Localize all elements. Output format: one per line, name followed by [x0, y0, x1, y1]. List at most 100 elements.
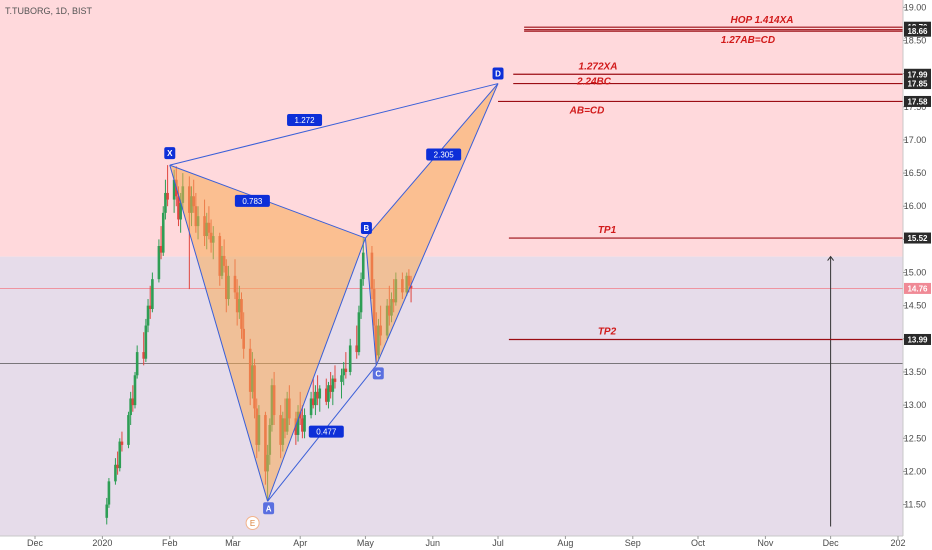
- level-price-tag: [904, 68, 931, 80]
- candle-body: [114, 464, 117, 482]
- candle-body: [316, 391, 319, 399]
- event-marker-label: E: [250, 519, 255, 528]
- candle-body: [172, 179, 176, 200]
- candle-body: [361, 252, 365, 280]
- y-tick-label: 11.50: [904, 500, 926, 510]
- candle-body: [355, 345, 359, 353]
- ratio-box: [426, 148, 462, 161]
- ratio-label: 1.272: [295, 116, 316, 125]
- point-tag-box: [360, 222, 372, 235]
- candle-body: [311, 398, 315, 406]
- pattern-leg-bc: [364, 237, 377, 366]
- level-label: 1.272XA: [579, 61, 618, 72]
- level-label: TP1: [598, 225, 617, 236]
- candle-body: [301, 418, 304, 432]
- candle-body: [118, 441, 122, 469]
- level-price-tag: [904, 25, 931, 37]
- x-tick-label: Nov: [757, 538, 774, 548]
- candle-body: [161, 212, 165, 253]
- x-tick-label: Oct: [691, 538, 706, 548]
- candle-body: [344, 368, 348, 372]
- background-layer: [0, 0, 903, 536]
- candle-body: [166, 192, 169, 200]
- x-tick-label: Feb: [162, 538, 178, 548]
- candle-body: [342, 368, 345, 376]
- y-tick-label: 19.00: [904, 2, 927, 12]
- point-tag-c: C: [375, 369, 381, 378]
- y-tick-label: 16.50: [904, 168, 927, 178]
- time-scale-bg: [0, 536, 932, 550]
- y-tick-label: 17.00: [904, 135, 927, 145]
- point-tag-box: [263, 502, 275, 515]
- y-tick-label: 16.00: [904, 201, 927, 211]
- candle-body: [314, 391, 317, 406]
- event-marker: [245, 516, 260, 530]
- x-tick-label: Apr: [293, 538, 307, 548]
- pattern-leg-xa: [169, 164, 269, 502]
- candle-body: [131, 398, 135, 406]
- candle-body: [159, 245, 163, 253]
- candle-body: [294, 418, 298, 435]
- candle-body: [357, 312, 361, 353]
- level-price-tag-text: 17.99: [907, 70, 928, 79]
- candle-body: [318, 388, 322, 399]
- x-tick-label: Dec: [823, 538, 840, 548]
- candle-body: [309, 398, 313, 416]
- candle-body: [116, 464, 119, 469]
- candle-body: [133, 375, 137, 406]
- vertical-arrow-head: [827, 255, 835, 261]
- candle-body: [120, 441, 124, 445]
- candle-body: [142, 352, 145, 359]
- ratio-label: 0.783: [242, 197, 263, 206]
- candle-body: [127, 415, 130, 445]
- y-tick-label: 13.00: [904, 400, 927, 410]
- level-label: HOP 1.414XA: [731, 15, 794, 26]
- level-price-tag-text: 13.99: [907, 335, 928, 344]
- candle-body: [348, 345, 352, 372]
- xab-triangle: [169, 165, 366, 502]
- level-price-tag: [904, 232, 931, 244]
- pattern-leg-ab: [267, 237, 366, 502]
- level-price-tag-text: 15.52: [907, 234, 928, 243]
- x-tick-label: Jun: [426, 538, 441, 548]
- y-tick-label: 12.50: [904, 433, 927, 443]
- candle-body: [340, 375, 343, 382]
- point-tag-x: X: [167, 149, 173, 158]
- pattern-leg-xd: [169, 83, 499, 166]
- levels-layer: HOP 1.414XA 1.27AB=CD 1.272XA 2.24BC AB=CD TP…: [498, 15, 903, 341]
- level-price-tag: [904, 78, 931, 90]
- ratio-label: 2.305: [434, 151, 455, 160]
- x-tick-label: 2020: [92, 538, 112, 548]
- level-label: AB=CD: [569, 105, 605, 116]
- candle-body: [333, 378, 337, 382]
- point-tag-box: [372, 367, 384, 380]
- candle-body: [327, 385, 330, 402]
- pattern-leg-bd: [365, 83, 499, 239]
- current-price-tag-text: 14.76: [907, 284, 928, 293]
- candle-body: [157, 245, 161, 280]
- y-tick-label: 12.00: [904, 466, 927, 476]
- level-price-tag: [904, 333, 931, 345]
- x-tick-label: 202: [890, 538, 905, 548]
- x-tick-label: Dec: [27, 538, 44, 548]
- level-label: 1.27AB=CD: [721, 35, 775, 46]
- point-tag-d: D: [495, 70, 501, 79]
- x-tick-label: Jul: [492, 538, 504, 548]
- candle-body: [329, 385, 332, 392]
- candle-body: [107, 481, 111, 505]
- point-tag-b: B: [364, 224, 370, 233]
- harmonic-pattern-layer: 1.272 0.783 2.305 0.477 X A B C D E: [164, 67, 835, 530]
- candle-body: [177, 196, 180, 220]
- point-tag-box: [164, 147, 176, 160]
- x-tick-label: Mar: [225, 538, 241, 548]
- current-price-tag: [904, 282, 931, 294]
- level-price-tag-text: 17.85: [907, 80, 928, 89]
- y-tick-label: 18.50: [904, 35, 927, 45]
- point-tag-box: [492, 67, 504, 80]
- level-label: 2.24BC: [576, 77, 612, 88]
- candle-body: [146, 305, 150, 326]
- candle-body: [359, 279, 363, 313]
